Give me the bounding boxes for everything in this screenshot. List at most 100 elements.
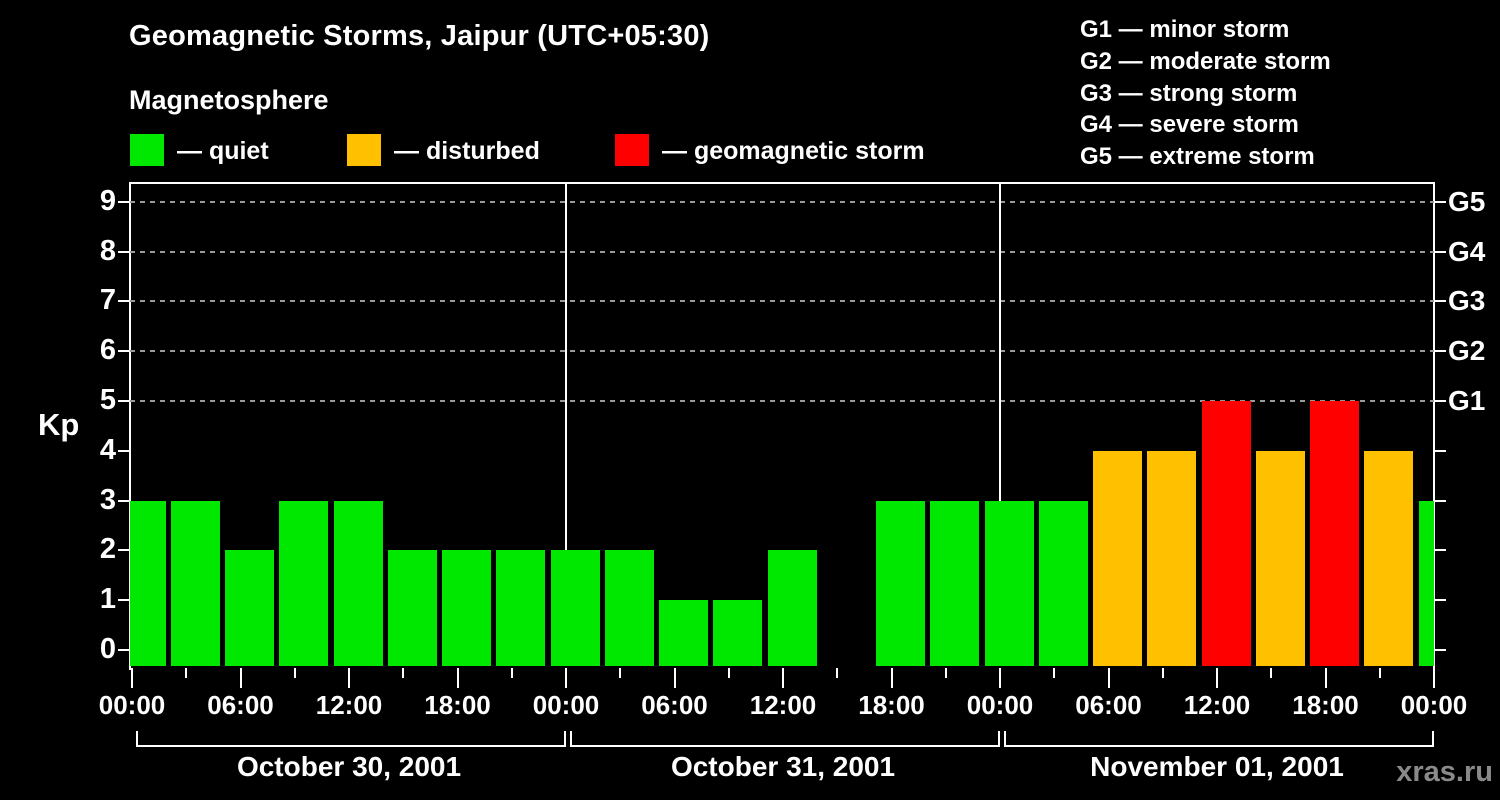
y-tick-left bbox=[118, 549, 130, 552]
storm-scale-legend: G1 — minor storm G2 — moderate storm G3 — … bbox=[1080, 14, 1331, 173]
x-tick-major bbox=[1433, 668, 1435, 688]
gridline-kp6 bbox=[130, 350, 1434, 353]
x-tick-minor bbox=[402, 668, 405, 678]
x-tick-minor bbox=[944, 668, 947, 678]
kp-bar bbox=[442, 550, 491, 666]
kp-bar bbox=[984, 500, 1034, 666]
quiet-swatch bbox=[130, 134, 164, 166]
x-tick-label: 06:00 bbox=[1075, 690, 1142, 720]
x-tick-label: 12:00 bbox=[749, 690, 817, 720]
gridline-kp5 bbox=[130, 400, 1434, 402]
x-tick-major bbox=[131, 668, 133, 688]
x-tick-minor bbox=[1161, 668, 1164, 678]
plot-area bbox=[130, 182, 1434, 666]
x-tick-label: 12:00 bbox=[1183, 690, 1251, 720]
y-tick-right bbox=[1434, 599, 1446, 602]
x-tick-label: 00:00 bbox=[532, 690, 600, 720]
magnetosphere-label: Magnetosphere bbox=[129, 85, 329, 115]
plot-top-border bbox=[129, 182, 1435, 184]
kp-bar bbox=[1093, 450, 1142, 666]
y-tick-left bbox=[118, 649, 130, 651]
y-tick-left bbox=[118, 300, 130, 303]
x-tick-label: 00:00 bbox=[98, 690, 166, 720]
y-tick-right bbox=[1434, 400, 1446, 402]
day-divider bbox=[565, 182, 567, 666]
day-divider bbox=[999, 182, 1001, 666]
x-tick-label: 06:00 bbox=[207, 690, 274, 720]
storm-swatch bbox=[615, 134, 649, 166]
g-level-label: G2 bbox=[1448, 335, 1486, 367]
kp-bar bbox=[1255, 450, 1305, 666]
y-tick-left bbox=[118, 449, 130, 452]
y-tick-label: 6 bbox=[99, 334, 116, 367]
kp-bar bbox=[496, 550, 546, 666]
x-tick-major bbox=[1324, 668, 1327, 688]
x-tick-major bbox=[782, 668, 784, 688]
y-tick-right bbox=[1434, 499, 1446, 502]
x-tick-label: 18:00 bbox=[858, 690, 925, 720]
x-tick-label: 00:00 bbox=[1400, 690, 1468, 720]
x-tick-label: 06:00 bbox=[641, 690, 708, 720]
kp-bar bbox=[930, 500, 980, 666]
day-bracket bbox=[136, 731, 566, 747]
y-tick-right bbox=[1434, 649, 1446, 651]
x-tick-minor bbox=[293, 668, 296, 678]
y-tick-right bbox=[1434, 350, 1446, 353]
kp-bar bbox=[659, 600, 708, 666]
y-tick-label: 4 bbox=[99, 433, 116, 466]
y-tick-right bbox=[1434, 200, 1446, 203]
disturbed-swatch bbox=[347, 134, 381, 166]
x-tick-minor bbox=[1378, 668, 1381, 678]
g-level-label: G4 bbox=[1448, 235, 1486, 267]
date-label: October 31, 2001 bbox=[670, 751, 896, 782]
y-tick-right bbox=[1434, 549, 1446, 552]
y-tick-right bbox=[1434, 250, 1446, 253]
date-label: November 01, 2001 bbox=[1090, 751, 1344, 782]
storm-label: — geomagnetic storm bbox=[662, 137, 925, 165]
x-tick-major bbox=[348, 668, 350, 688]
chart-title: Geomagnetic Storms, Jaipur (UTC+05:30) bbox=[129, 20, 710, 52]
x-tick-major bbox=[239, 668, 242, 688]
g-level-label: G3 bbox=[1448, 285, 1486, 317]
y-tick-right bbox=[1434, 300, 1446, 303]
gridline-kp9 bbox=[130, 200, 1434, 203]
y-tick-label: 7 bbox=[99, 284, 116, 317]
x-tick-major bbox=[456, 668, 459, 688]
kp-bar bbox=[1310, 401, 1359, 666]
x-tick-label: 12:00 bbox=[315, 690, 383, 720]
storm-scale-line: G3 — strong storm bbox=[1080, 79, 1298, 107]
y-tick-left bbox=[118, 400, 130, 402]
y-tick-label: 5 bbox=[99, 384, 116, 416]
y-tick-right bbox=[1434, 449, 1446, 452]
disturbed-label: — disturbed bbox=[394, 137, 540, 165]
y-tick-label: 8 bbox=[99, 234, 116, 267]
x-tick-minor bbox=[619, 668, 622, 678]
watermark: xras.ru bbox=[1396, 756, 1493, 788]
date-label: October 30, 2001 bbox=[236, 751, 462, 782]
storm-scale-line: G1 — minor storm bbox=[1080, 16, 1290, 43]
kp-bar bbox=[713, 600, 763, 666]
kp-bar bbox=[387, 550, 437, 666]
y-tick-left bbox=[118, 250, 130, 253]
kp-bar bbox=[1147, 450, 1197, 666]
kp-bar bbox=[1364, 450, 1414, 666]
kp-bar bbox=[604, 550, 654, 666]
y-axis-line-right bbox=[1433, 182, 1435, 670]
y-tick-label: 2 bbox=[99, 533, 116, 566]
storm-scale-line: G2 — moderate storm bbox=[1080, 47, 1331, 75]
y-tick-label: 9 bbox=[99, 184, 116, 217]
y-tick-label: 0 bbox=[99, 633, 116, 665]
y-axis-title: Kp bbox=[38, 407, 80, 442]
kp-bar bbox=[1418, 500, 1434, 666]
y-tick-left bbox=[118, 350, 130, 353]
y-tick-left bbox=[118, 499, 130, 502]
kp-bar bbox=[130, 500, 166, 666]
x-tick-minor bbox=[1270, 668, 1273, 678]
kp-bar bbox=[1201, 401, 1251, 666]
kp-bar bbox=[225, 550, 274, 666]
x-tick-minor bbox=[836, 668, 839, 678]
x-tick-label: 00:00 bbox=[966, 690, 1034, 720]
quiet-label: — quiet bbox=[177, 137, 269, 165]
x-tick-major bbox=[890, 668, 893, 688]
